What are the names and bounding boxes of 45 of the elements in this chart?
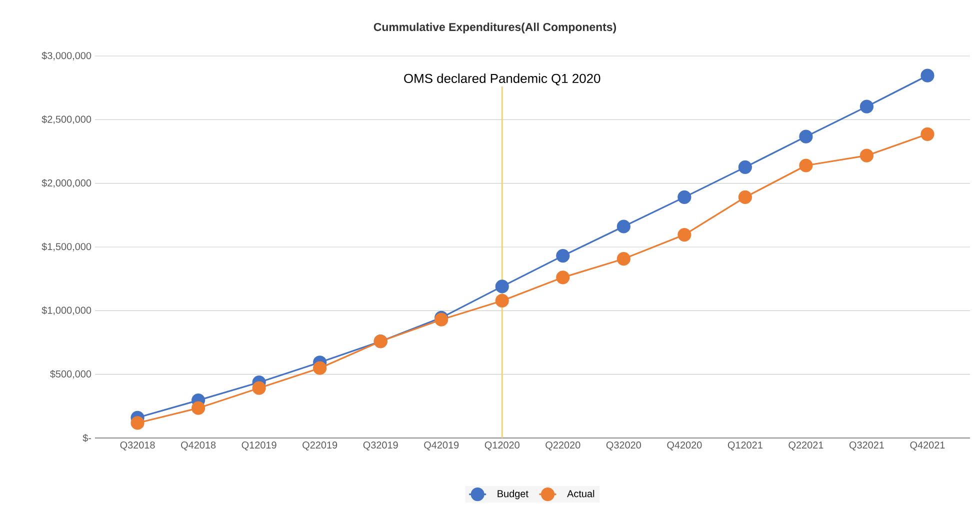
y-tick-label: $1,000,000 (42, 306, 92, 315)
point (252, 381, 266, 395)
x-tick-label: Q32019 (363, 442, 398, 450)
point (556, 270, 570, 284)
x-tick-label: Q12019 (242, 442, 276, 450)
point (556, 248, 570, 263)
ref-line-label: OMS declared Pandemic Q1 2020 (404, 74, 600, 86)
point (920, 127, 934, 141)
x-tick-label: Q42019 (424, 442, 459, 450)
x-tick-label: Q42018 (181, 442, 216, 450)
x-tick-label: Q32020 (606, 442, 641, 450)
y-tick-label: $2,000,000 (42, 179, 92, 188)
point (495, 294, 509, 308)
x-tick-label: Q22020 (546, 442, 580, 450)
point (799, 130, 813, 144)
point (616, 220, 630, 234)
point (130, 416, 144, 430)
point (799, 158, 813, 172)
x-tick-label: Q42021 (910, 442, 945, 450)
point (920, 68, 934, 82)
x-tick-label: Q12021 (728, 442, 762, 450)
y-tick-label: $1,500,000 (42, 242, 92, 252)
point (860, 148, 874, 162)
y-tick-label: $2,500,000 (42, 115, 92, 124)
y-tick-label: $- (82, 434, 92, 442)
legend-label: Actual (567, 490, 594, 498)
legend-label: Budget (498, 490, 528, 500)
x-tick-label: Q42020 (667, 442, 702, 450)
point (678, 228, 692, 242)
point (860, 100, 874, 114)
point (192, 401, 206, 415)
point (495, 280, 509, 294)
point (313, 361, 327, 375)
x-tick-label: Q32018 (120, 442, 155, 450)
x-tick-label: Q12020 (484, 442, 520, 450)
x-tick-label: Q32021 (849, 442, 884, 450)
y-tick-label: $500,000 (50, 370, 92, 379)
x-tick-label: Q22021 (788, 442, 824, 450)
point (738, 160, 752, 174)
chart-title: Cummulative Expenditures(All Components) (374, 22, 616, 34)
x-tick-label: Q22019 (302, 442, 338, 450)
point (616, 252, 630, 266)
point (678, 190, 692, 204)
y-tick-label: $3,000,000 (42, 52, 92, 60)
point (738, 190, 752, 204)
